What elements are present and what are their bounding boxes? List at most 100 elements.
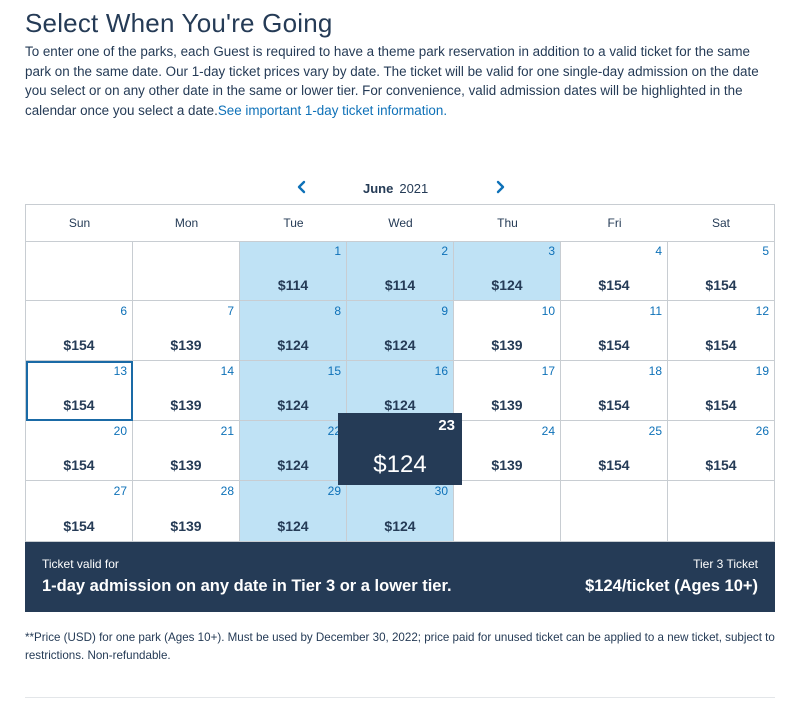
next-month-button[interactable] <box>491 176 509 198</box>
chevron-left-icon <box>297 180 306 194</box>
ticket-info-link[interactable]: See important 1-day ticket information. <box>217 102 448 118</box>
day-number: 7 <box>227 304 234 318</box>
weekday-header: Wed <box>388 216 413 230</box>
day-number: 11 <box>649 304 662 318</box>
calendar-day-cell[interactable]: 22 $124 <box>240 421 347 481</box>
empty-day-cell <box>561 481 668 541</box>
intro-text: To enter one of the parks, each Guest is… <box>25 42 775 120</box>
day-number: 24 <box>541 424 555 438</box>
calendar-day-cell[interactable]: 19 $154 <box>668 361 774 421</box>
calendar-day-cell[interactable]: 4 $154 <box>561 241 668 301</box>
day-number: 19 <box>755 364 769 378</box>
day-number: 1 <box>334 244 341 258</box>
day-number: 9 <box>441 304 448 318</box>
day-price: $114 <box>277 277 309 293</box>
day-number: 27 <box>113 484 127 498</box>
weekday-header: Sun <box>68 216 91 230</box>
calendar-day-cell[interactable]: 5 $154 <box>668 241 774 301</box>
day-number: 13 <box>113 364 127 378</box>
weekday-header: Sat <box>711 216 730 230</box>
day-number: 12 <box>755 304 769 318</box>
empty-day-cell <box>133 241 240 301</box>
day-price: $124 <box>277 518 309 534</box>
intro-paragraph: To enter one of the parks, each Guest is… <box>25 44 759 118</box>
day-price: $139 <box>491 457 523 473</box>
day-price: $154 <box>705 277 737 293</box>
day-number: 29 <box>327 484 341 498</box>
empty-day-cell <box>668 481 774 541</box>
calendar-day-cell[interactable]: 11 $154 <box>561 301 668 361</box>
weekday-header-divider <box>26 241 774 242</box>
calendar-day-cell[interactable]: 1 $114 <box>240 241 347 301</box>
calendar-day-cell[interactable]: 2 $114 <box>347 241 454 301</box>
selected-date-cell[interactable]: 23 $124 <box>338 413 462 485</box>
calendar-day-cell[interactable]: 20 $154 <box>26 421 133 481</box>
day-price: $154 <box>63 457 95 473</box>
day-price: $154 <box>598 457 630 473</box>
calendar-day-cell[interactable]: 3 $124 <box>454 241 561 301</box>
day-number: 16 <box>434 364 448 378</box>
day-number: 5 <box>762 244 769 258</box>
day-price: $124 <box>277 397 309 413</box>
day-price: $154 <box>598 337 630 353</box>
day-price: $114 <box>384 277 416 293</box>
calendar-day-cell[interactable]: 15 $124 <box>240 361 347 421</box>
calendar-day-cell[interactable]: 16 $124 <box>347 361 454 421</box>
calendar-day-cell[interactable]: 30 $124 <box>347 481 454 541</box>
day-number: 8 <box>334 304 341 318</box>
day-number: 22 <box>327 424 341 438</box>
calendar-day-cell[interactable]: 8 $124 <box>240 301 347 361</box>
calendar-day-cell[interactable]: 26 $154 <box>668 421 774 481</box>
day-price: $139 <box>170 337 202 353</box>
weekday-header: Mon <box>174 216 199 230</box>
ticket-summary-banner: Ticket valid for 1-day admission on any … <box>25 542 775 612</box>
day-number: 30 <box>434 484 448 498</box>
tier-label: Tier 3 Ticket <box>693 557 758 571</box>
day-number: 25 <box>648 424 662 438</box>
calendar-day-cell[interactable]: 14 $139 <box>133 361 240 421</box>
calendar-day-cell[interactable]: 25 $154 <box>561 421 668 481</box>
calendar-day-cell[interactable]: 10 $139 <box>454 301 561 361</box>
ticket-valid-label: Ticket valid for <box>42 557 119 571</box>
calendar-day-cell[interactable]: 9 $124 <box>347 301 454 361</box>
calendar-day-cell[interactable]: 24 $139 <box>454 421 561 481</box>
day-number: 6 <box>120 304 127 318</box>
calendar-day-cell[interactable]: 13 $154 <box>26 361 133 421</box>
weekday-header: Fri <box>607 216 622 230</box>
day-number: 26 <box>755 424 769 438</box>
calendar-day-cell[interactable]: 7 $139 <box>133 301 240 361</box>
day-price: $139 <box>170 518 202 534</box>
day-price: $139 <box>170 397 202 413</box>
chevron-right-icon <box>496 180 505 194</box>
day-price: $124 <box>384 518 416 534</box>
month-year-label: June 2021 <box>363 181 428 196</box>
day-price: $139 <box>170 457 202 473</box>
day-price: $154 <box>63 518 95 534</box>
day-number: 17 <box>541 364 555 378</box>
calendar-day-cell[interactable]: 29 $124 <box>240 481 347 541</box>
day-price: $124 <box>384 337 416 353</box>
previous-month-button[interactable] <box>293 176 311 198</box>
day-number: 14 <box>220 364 234 378</box>
calendar-grid: Sun Mon Tue Wed Thu Fri Sat 1 $114 2 $114 3 $124 4 $15… <box>25 204 775 542</box>
ticket-price: $124/ticket (Ages 10+) <box>585 577 758 595</box>
day-number: 3 <box>548 244 555 258</box>
calendar-day-cell[interactable]: 18 $154 <box>561 361 668 421</box>
day-price: $154 <box>63 397 95 413</box>
calendar-day-cell[interactable]: 17 $139 <box>454 361 561 421</box>
calendar-day-cell[interactable]: 21 $139 <box>133 421 240 481</box>
day-price: $154 <box>705 337 737 353</box>
calendar-day-cell[interactable]: 27 $154 <box>26 481 133 541</box>
price-footnote: **Price (USD) for one park (Ages 10+). M… <box>25 631 775 662</box>
day-price: $139 <box>491 397 523 413</box>
day-price: $124 <box>491 277 523 293</box>
day-number: 10 <box>541 304 555 318</box>
calendar-day-cell[interactable]: 6 $154 <box>26 301 133 361</box>
empty-day-cell <box>26 241 133 301</box>
selected-day-price: $124 <box>373 451 427 478</box>
calendar-day-cell[interactable]: 12 $154 <box>668 301 774 361</box>
calendar-day-cell[interactable]: 28 $139 <box>133 481 240 541</box>
day-number: 18 <box>648 364 662 378</box>
selected-day-number: 23 <box>438 417 455 434</box>
day-number: 4 <box>655 244 662 258</box>
